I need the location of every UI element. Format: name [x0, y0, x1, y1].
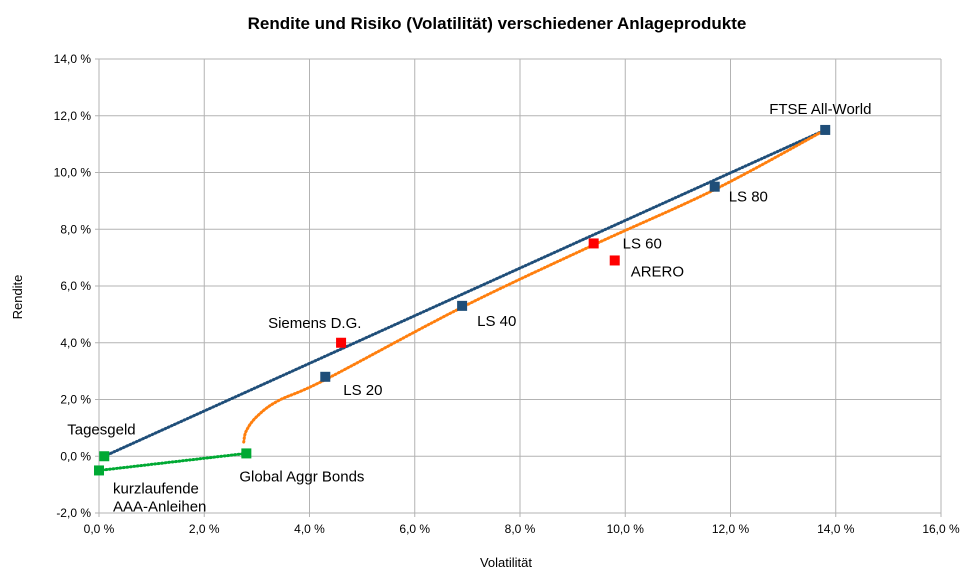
point-label-siemens: Siemens D.G.	[268, 315, 361, 332]
point-label-tagesgeld: Tagesgeld	[67, 421, 135, 438]
y-axis-label: Rendite	[10, 275, 25, 320]
y-tick-label: 6,0 %	[60, 279, 91, 293]
point-ls40	[457, 300, 468, 311]
point-label-arero: ARERO	[631, 263, 684, 280]
point-label-ftse: FTSE All-World	[769, 101, 871, 118]
ticks-layer: 0,0 % 2,0 % 4,0 % 6,0 % 8,0 % 10,0 % 12,0 % 14,…	[54, 52, 960, 536]
series-line-1	[242, 128, 827, 444]
point-arero	[609, 255, 620, 266]
y-tick-label: 2,0 %	[60, 393, 91, 407]
y-tick-label: 10,0 %	[54, 166, 92, 180]
point-label-kurzlaufende: kurzlaufende AAA-Anleihen	[113, 480, 206, 515]
point-tagesgeld	[99, 451, 110, 462]
x-tick-label: 12,0 %	[712, 522, 750, 536]
point-ftse	[820, 124, 831, 135]
x-axis-label: Volatilität	[480, 555, 532, 570]
series-line-2	[97, 451, 248, 472]
point-label-global-aggr-bonds: Global Aggr Bonds	[239, 468, 364, 485]
y-tick-label: 0,0 %	[60, 449, 91, 463]
x-tick-label: 4,0 %	[294, 522, 325, 536]
point-label-ls80: LS 80	[729, 189, 768, 206]
y-tick-label: 14,0 %	[54, 52, 92, 66]
point-ls80	[709, 181, 720, 192]
point-label-ls60: LS 60	[623, 235, 662, 252]
series-line-0	[102, 128, 827, 458]
y-tick-label: 8,0 %	[60, 222, 91, 236]
y-tick-label: 12,0 %	[54, 109, 92, 123]
x-tick-label: 6,0 %	[399, 522, 430, 536]
series-layer	[97, 128, 827, 472]
x-tick-label: 2,0 %	[189, 522, 220, 536]
point-label-ls40: LS 40	[477, 313, 516, 330]
point-kurzlaufende	[94, 465, 104, 476]
point-label-ls20: LS 20	[343, 382, 382, 399]
point-ls20	[320, 371, 331, 382]
grid-layer	[95, 58, 942, 517]
point-global-aggr-bonds	[241, 448, 252, 459]
points-layer	[94, 124, 831, 476]
x-tick-label: 0,0 %	[84, 522, 115, 536]
point-ls60	[588, 238, 599, 249]
x-tick-label: 10,0 %	[607, 522, 645, 536]
x-tick-label: 16,0 %	[922, 522, 960, 536]
y-tick-label: 4,0 %	[60, 336, 91, 350]
labels-layer: Tagesgeld kurzlaufende AAA-Anleihen Global …	[67, 101, 871, 516]
y-tick-label: -2,0 %	[56, 506, 91, 520]
point-siemens	[336, 337, 347, 348]
chart-title: Rendite und Risiko (Volatilität) verschi…	[248, 14, 747, 33]
x-tick-label: 14,0 %	[817, 522, 855, 536]
x-tick-label: 8,0 %	[505, 522, 536, 536]
